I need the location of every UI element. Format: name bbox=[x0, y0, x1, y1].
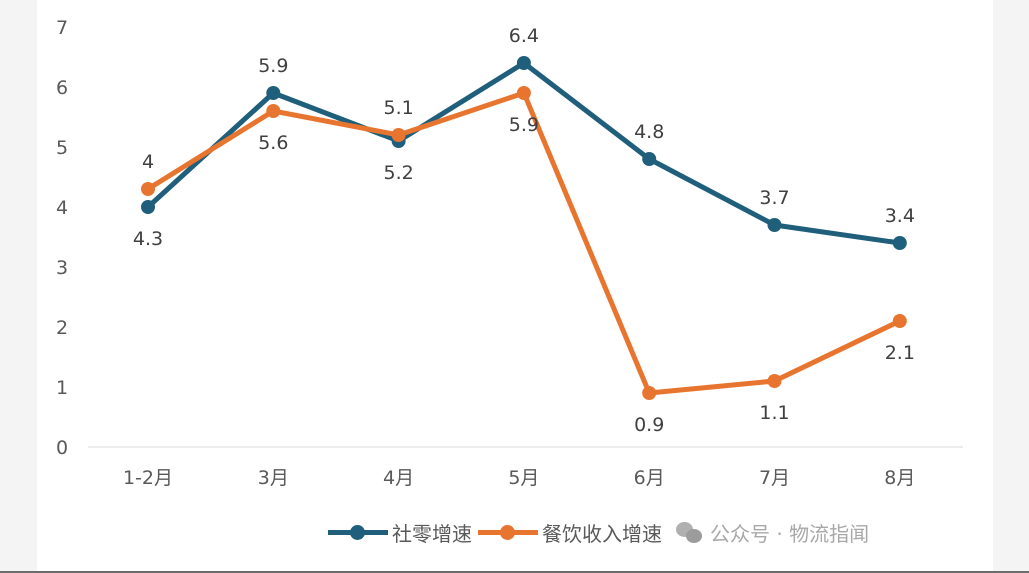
data-point-1 bbox=[642, 386, 657, 400]
x-tick-label: 3月 bbox=[258, 467, 289, 489]
x-tick-label: 7月 bbox=[759, 467, 790, 489]
data-point-1 bbox=[266, 104, 281, 118]
data-label-1: 0.9 bbox=[634, 414, 664, 436]
y-tick-label: 3 bbox=[56, 257, 68, 279]
data-label-1: 5.6 bbox=[258, 132, 288, 154]
data-point-0 bbox=[141, 200, 155, 214]
data-label-1: 2.1 bbox=[885, 342, 915, 364]
x-tick-label: 8月 bbox=[884, 467, 915, 489]
watermark: 公众号 · 物流指闻 bbox=[676, 518, 869, 547]
data-label-0: 6.4 bbox=[509, 25, 539, 47]
wechat-icon bbox=[676, 521, 702, 544]
watermark-text: 公众号 · 物流指闻 bbox=[710, 522, 870, 546]
data-label-0: 4.8 bbox=[634, 121, 664, 143]
data-label-1: 4 bbox=[142, 151, 154, 173]
legend: 社零增速 餐饮收入增速 公众号 · 物流指闻 bbox=[328, 518, 869, 547]
data-label-0: 5.2 bbox=[383, 162, 413, 184]
x-tick-label: 6月 bbox=[634, 467, 665, 489]
data-label-1: 5.9 bbox=[509, 114, 539, 136]
data-point-0 bbox=[642, 152, 657, 166]
data-label-0: 3.7 bbox=[759, 187, 789, 209]
data-point-0 bbox=[767, 218, 782, 232]
data-label-1: 5.1 bbox=[383, 97, 413, 119]
data-label-0: 5.9 bbox=[258, 55, 288, 77]
x-tick-label: 1-2月 bbox=[123, 467, 173, 489]
data-point-0 bbox=[892, 236, 907, 250]
data-point-1 bbox=[767, 374, 782, 388]
data-point-1 bbox=[516, 86, 531, 100]
legend-item-catering: 餐饮收入增速 bbox=[478, 518, 662, 547]
x-tick-label: 5月 bbox=[508, 467, 539, 489]
y-tick-label: 7 bbox=[56, 17, 68, 39]
data-point-0 bbox=[516, 56, 531, 70]
x-tick-label: 4月 bbox=[383, 467, 414, 489]
y-tick-label: 2 bbox=[56, 317, 68, 339]
y-tick-label: 1 bbox=[56, 377, 68, 399]
data-label-1: 1.1 bbox=[759, 402, 789, 424]
data-point-1 bbox=[892, 314, 907, 328]
data-point-0 bbox=[266, 86, 281, 100]
data-label-0: 4.3 bbox=[133, 228, 163, 250]
legend-item-retail: 社零增速 bbox=[328, 518, 472, 547]
window-bottom-border bbox=[0, 571, 1029, 573]
legend-label-retail: 社零增速 bbox=[392, 522, 472, 546]
data-label-0: 3.4 bbox=[885, 205, 915, 227]
data-point-1 bbox=[141, 182, 155, 196]
y-tick-label: 5 bbox=[56, 137, 68, 159]
legend-label-catering: 餐饮收入增速 bbox=[542, 522, 662, 546]
y-tick-label: 4 bbox=[56, 197, 68, 219]
y-tick-label: 6 bbox=[56, 77, 68, 99]
legend-swatch-retail bbox=[328, 525, 388, 540]
legend-swatch-catering bbox=[478, 525, 538, 540]
data-point-1 bbox=[391, 128, 406, 142]
y-tick-label: 0 bbox=[56, 437, 68, 459]
